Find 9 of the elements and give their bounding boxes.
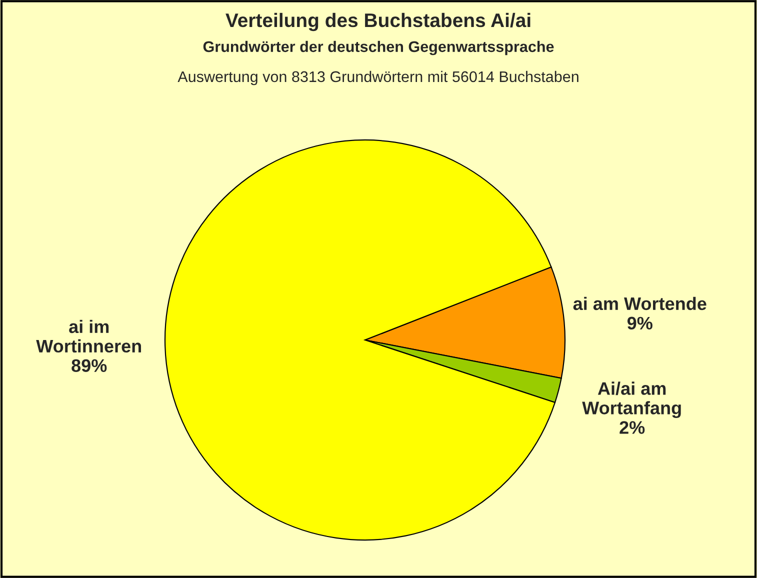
chart-title: Verteilung des Buchstabens Ai/ai [226, 12, 530, 32]
slice-label: Ai/ai am Wortanfang [582, 382, 681, 418]
data-label: 89% [72, 359, 107, 372]
data-label: 9% [627, 316, 652, 330]
chart-subtitle: Grundwörter der deutschen Gegenwartssprache [203, 40, 554, 56]
text: Auswertung von 8313 Grundwörtern mit 56014 Buchstaben [178, 70, 578, 86]
slice-label: ai am Wortende [573, 296, 706, 310]
data-label: 2% [620, 421, 645, 434]
slice-label: ai im Wortinneren [36, 320, 141, 353]
